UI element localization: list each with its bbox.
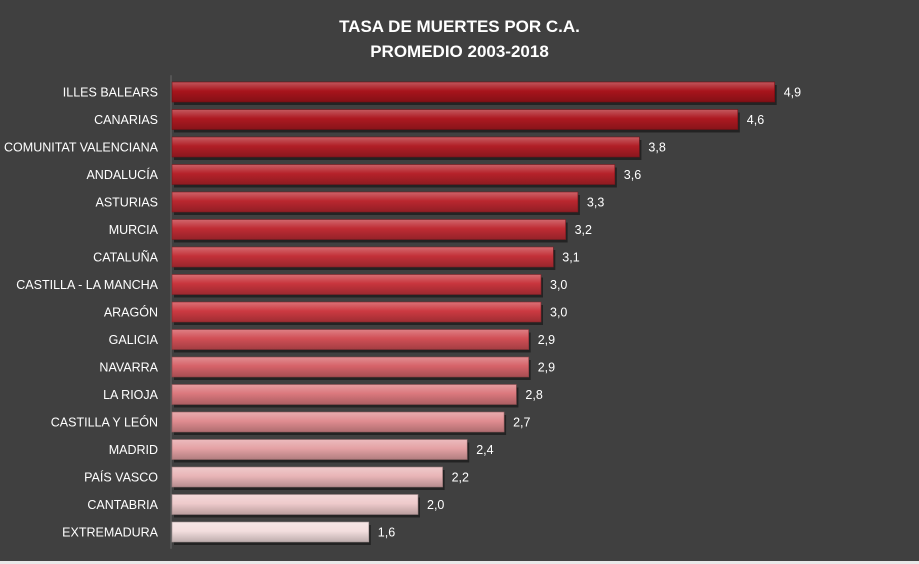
value-label: 2,9 <box>538 361 555 375</box>
value-label: 4,6 <box>747 113 764 127</box>
category-label: LA RIOJA <box>103 388 159 402</box>
value-label: 3,8 <box>648 141 665 155</box>
value-label: 1,6 <box>378 526 395 540</box>
bar <box>171 219 566 240</box>
bar <box>171 81 776 103</box>
category-label: ANDALUCÍA <box>86 167 158 182</box>
bar <box>171 109 739 130</box>
category-label: ASTURIAS <box>95 196 158 210</box>
value-label: 2,9 <box>538 333 555 347</box>
bottom-divider <box>0 561 919 564</box>
value-label: 3,3 <box>587 196 604 210</box>
chart-title: TASA DE MUERTES POR C.A. <box>339 17 580 36</box>
category-label: EXTREMADURA <box>62 526 159 540</box>
value-label: 4,9 <box>784 86 801 100</box>
value-label: 2,8 <box>525 388 542 402</box>
bar <box>171 384 517 405</box>
value-label: 2,0 <box>427 498 444 512</box>
bar <box>171 301 542 323</box>
category-label: COMUNITAT VALENCIANA <box>4 141 159 155</box>
bar <box>171 164 616 185</box>
bar <box>171 356 530 378</box>
bar <box>171 274 542 295</box>
category-label: MURCIA <box>109 223 159 237</box>
bar <box>171 191 579 213</box>
category-label: CASTILLA - LA MANCHA <box>16 278 158 292</box>
category-label: CANTABRIA <box>87 498 158 512</box>
value-label: 2,2 <box>452 471 469 485</box>
category-label: MADRID <box>109 443 158 457</box>
category-label: PAÍS VASCO <box>84 470 158 485</box>
bar <box>171 136 640 158</box>
category-label: NAVARRA <box>99 361 158 375</box>
value-label: 3,2 <box>575 223 592 237</box>
value-label: 3,0 <box>550 306 567 320</box>
bar <box>171 329 530 350</box>
bars-layer: ILLES BALEARS 4,9 CANARIAS 4,6 COMUNITAT VAL… <box>4 75 801 549</box>
bar <box>171 246 554 268</box>
bar <box>171 439 468 460</box>
value-label: 3,1 <box>562 251 579 265</box>
chart-title-block: TASA DE MUERTES POR C.A. PROMEDIO 2003-2… <box>0 14 919 64</box>
bar <box>171 494 419 515</box>
category-label: GALICIA <box>109 333 159 347</box>
bar <box>171 521 370 543</box>
category-label: ILLES BALEARS <box>63 86 158 100</box>
bar <box>171 466 443 488</box>
value-label: 3,6 <box>624 168 641 182</box>
category-label: ARAGÓN <box>104 305 158 320</box>
category-label: CANARIAS <box>94 113 158 127</box>
bar <box>171 411 505 433</box>
chart-subtitle: PROMEDIO 2003-2018 <box>370 42 549 61</box>
category-label: CATALUÑA <box>93 251 158 265</box>
value-label: 2,4 <box>476 443 493 457</box>
value-label: 3,0 <box>550 278 567 292</box>
category-label: CASTILLA Y LEÓN <box>51 415 158 430</box>
value-label: 2,7 <box>513 416 530 430</box>
